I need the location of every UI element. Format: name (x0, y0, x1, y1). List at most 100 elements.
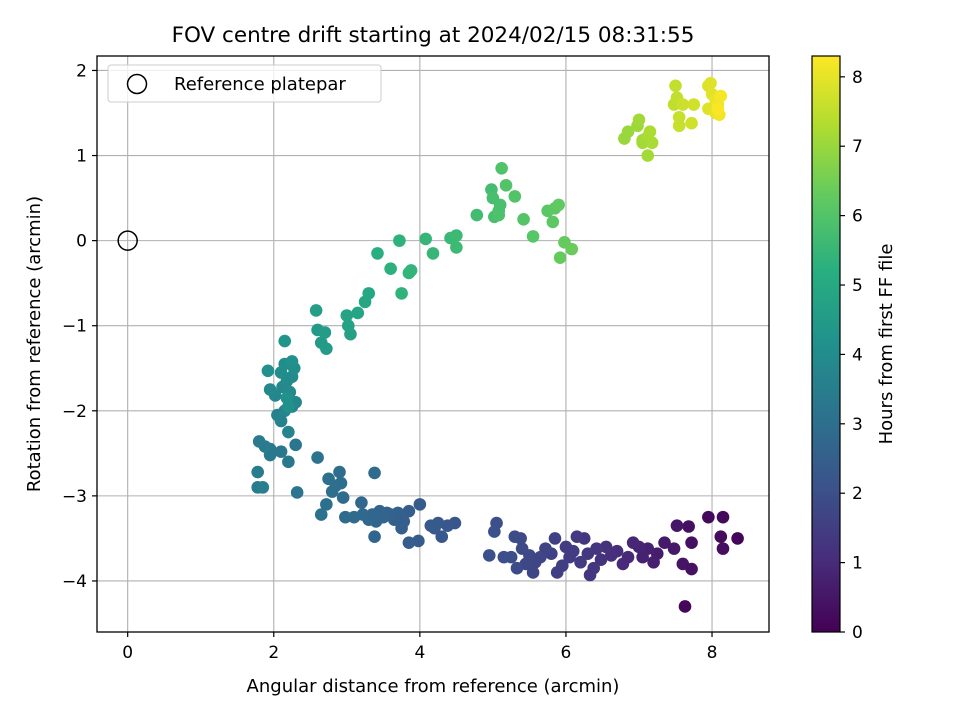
data-point (282, 456, 295, 469)
data-point (320, 342, 333, 355)
data-point (403, 536, 416, 549)
y-tick-label: 0 (76, 232, 87, 252)
data-point (405, 264, 418, 277)
data-point (500, 179, 513, 192)
data-point (627, 536, 640, 549)
colorbar-label: Hours from first FF file (876, 244, 897, 445)
data-point (498, 551, 511, 564)
data-point (685, 536, 698, 549)
data-point (337, 491, 350, 504)
x-tick-label: 0 (122, 643, 133, 663)
data-point (565, 243, 578, 256)
data-point (310, 304, 323, 317)
data-point (574, 556, 587, 569)
data-point (714, 530, 727, 543)
colorbar-tick-label: 6 (852, 207, 863, 227)
y-tick-label: −2 (62, 402, 87, 422)
data-point (395, 287, 408, 300)
data-point (717, 542, 730, 555)
data-point (671, 519, 684, 532)
data-point (278, 335, 291, 348)
data-point (262, 365, 275, 378)
data-point (527, 230, 540, 243)
data-point (483, 549, 496, 562)
x-tick-label: 8 (707, 643, 718, 663)
data-point (549, 532, 562, 545)
data-point (509, 530, 522, 543)
colorbar-tick-label: 8 (852, 68, 863, 88)
data-point (326, 485, 339, 498)
data-point (311, 451, 324, 464)
colorbar-tick-label: 1 (852, 554, 863, 574)
legend: Reference platepar (108, 65, 381, 102)
chart-title: FOV centre drift starting at 2024/02/15 … (172, 23, 695, 48)
y-tick-label: 1 (76, 147, 87, 167)
data-point (264, 383, 277, 396)
data-point (282, 426, 295, 439)
data-point (511, 562, 524, 575)
y-tick-label: −3 (62, 487, 87, 507)
x-tick-label: 6 (561, 643, 572, 663)
data-point (731, 532, 744, 545)
data-point (488, 525, 501, 538)
data-point (551, 566, 564, 579)
data-point (509, 190, 522, 203)
colorbar-tick-label: 0 (852, 623, 863, 643)
data-point (275, 445, 288, 458)
data-point (341, 309, 354, 322)
data-point (554, 251, 567, 264)
data-point (704, 77, 717, 90)
data-point (495, 162, 508, 175)
data-point (319, 326, 332, 339)
y-tick-label: −1 (62, 317, 87, 337)
data-point (546, 216, 559, 229)
x-tick-label: 4 (414, 643, 425, 663)
x-tick-label: 2 (268, 643, 279, 663)
data-point (687, 98, 700, 111)
data-point (257, 481, 270, 494)
colorbar-gradient (812, 56, 840, 632)
y-tick-label: −4 (62, 572, 87, 592)
data-point (644, 125, 657, 138)
data-point (633, 114, 646, 127)
data-point (714, 90, 727, 103)
data-point (571, 530, 584, 543)
legend-entry-reference: Reference platepar (174, 74, 346, 95)
data-point (322, 473, 335, 486)
colorbar-tick-label: 2 (852, 484, 863, 504)
data-point (384, 262, 397, 275)
data-point (339, 511, 352, 524)
data-point (647, 556, 660, 569)
data-point (289, 439, 302, 452)
colorbar-tick-label: 3 (852, 415, 863, 435)
data-point (393, 234, 406, 247)
data-point (712, 102, 725, 115)
data-point (682, 520, 695, 533)
data-point (617, 558, 630, 571)
data-point (253, 435, 266, 448)
data-point (368, 530, 381, 543)
data-point (717, 511, 730, 524)
data-point (450, 241, 463, 254)
data-point (333, 466, 346, 479)
data-point (282, 400, 295, 413)
data-point (355, 496, 368, 509)
data-point (362, 287, 375, 300)
y-tick-label: 2 (76, 61, 87, 81)
data-point (351, 307, 364, 320)
data-point (641, 149, 654, 162)
data-point (685, 563, 698, 576)
data-point (673, 119, 686, 132)
data-point (679, 600, 692, 613)
colorbar-tick-label: 5 (852, 276, 863, 296)
colorbar-tick-label: 4 (852, 345, 863, 365)
data-point (677, 98, 690, 111)
x-axis-label: Angular distance from reference (arcmin) (247, 676, 620, 697)
data-point (286, 355, 299, 368)
data-point (419, 233, 432, 246)
data-point (492, 209, 505, 222)
data-point (702, 511, 715, 524)
data-point (658, 536, 671, 549)
data-point (371, 247, 384, 260)
